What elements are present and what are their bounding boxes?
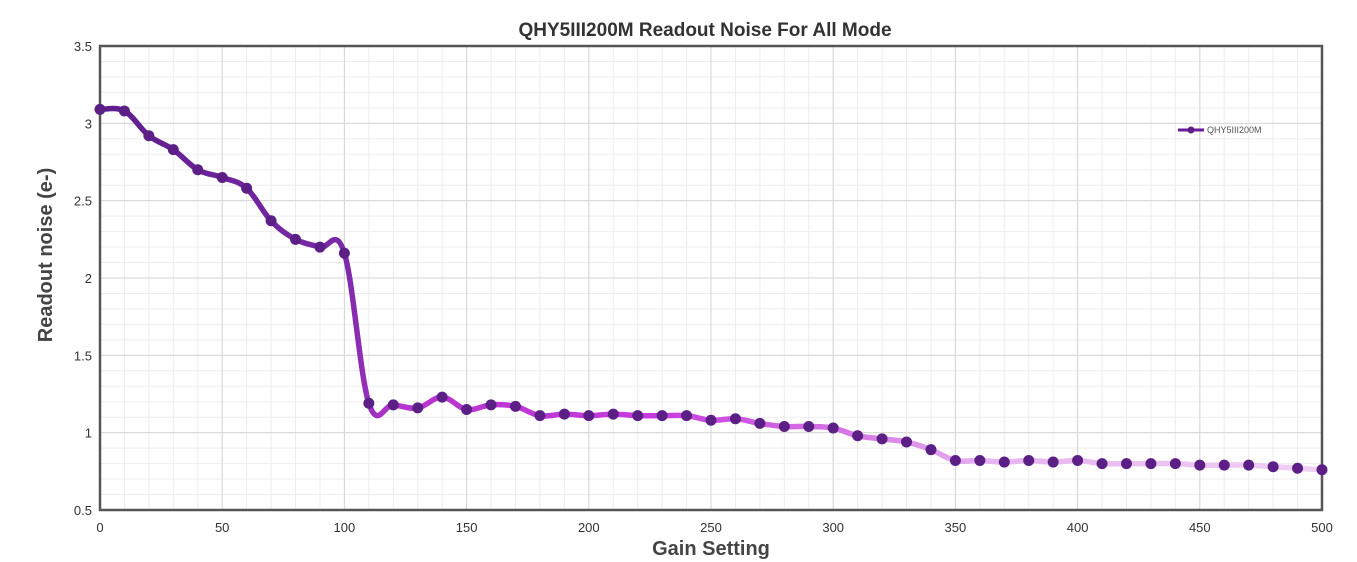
- x-tick-label: 150: [456, 520, 478, 535]
- data-point: [412, 402, 424, 414]
- data-point: [1120, 458, 1132, 470]
- data-point: [656, 410, 668, 422]
- x-tick-label: 400: [1067, 520, 1089, 535]
- y-tick-label: 3: [85, 116, 92, 131]
- data-point: [1072, 455, 1084, 467]
- data-point: [143, 130, 155, 142]
- y-tick-label: 0.5: [74, 503, 92, 518]
- data-point: [901, 436, 913, 448]
- y-axis-label: Readout noise (e-): [35, 168, 57, 342]
- y-tick-label: 2: [85, 271, 92, 286]
- x-tick-label: 200: [578, 520, 600, 535]
- data-point: [705, 414, 717, 426]
- y-tick-label: 1: [85, 426, 92, 441]
- y-axis-ticks: 0.5 1 1.5 2 2.5 3 3.5: [74, 39, 92, 518]
- x-tick-label: 500: [1311, 520, 1333, 535]
- x-tick-label: 100: [334, 520, 356, 535]
- data-point: [485, 399, 497, 411]
- x-axis-ticks: 0 50 100 150 200 250 300 350 400 450 500: [96, 520, 1332, 535]
- x-tick-label: 450: [1189, 520, 1211, 535]
- data-point: [974, 455, 986, 467]
- data-point: [729, 413, 741, 425]
- data-point: [1023, 455, 1035, 467]
- data-point: [118, 105, 130, 117]
- data-point: [827, 422, 839, 434]
- plot-frame: [98, 44, 1324, 512]
- data-point: [167, 144, 179, 156]
- data-point: [265, 215, 277, 227]
- y-tick-label: 3.5: [74, 39, 92, 54]
- data-point: [949, 455, 961, 467]
- major-grid: [99, 45, 1323, 511]
- data-point: [852, 430, 864, 442]
- x-tick-label: 50: [215, 520, 229, 535]
- data-point: [1218, 459, 1230, 471]
- data-point: [998, 456, 1010, 468]
- x-tick-label: 250: [700, 520, 722, 535]
- data-point: [192, 164, 204, 176]
- data-point: [290, 233, 302, 245]
- data-point: [803, 420, 815, 432]
- data-point: [509, 400, 521, 412]
- data-point: [94, 103, 106, 115]
- data-point: [876, 433, 888, 445]
- data-point: [1169, 458, 1181, 470]
- data-point: [632, 410, 644, 422]
- data-point: [534, 410, 546, 422]
- data-point: [338, 247, 350, 259]
- data-point: [1047, 456, 1059, 468]
- data-point: [778, 420, 790, 432]
- data-point: [925, 444, 937, 456]
- data-point: [583, 410, 595, 422]
- data-point: [1096, 458, 1108, 470]
- data-point: [681, 410, 693, 422]
- legend-marker: [1187, 126, 1195, 134]
- data-point: [1145, 458, 1157, 470]
- x-tick-label: 350: [945, 520, 967, 535]
- y-tick-label: 1.5: [74, 348, 92, 363]
- x-tick-label: 0: [96, 520, 103, 535]
- data-point: [1267, 461, 1279, 473]
- data-point: [1243, 459, 1255, 471]
- data-point: [1316, 464, 1328, 476]
- series-layer: [94, 103, 1328, 476]
- series-line: [97, 105, 1325, 473]
- data-point: [754, 417, 766, 429]
- x-tick-label: 300: [822, 520, 844, 535]
- y-tick-label: 2.5: [74, 194, 92, 209]
- data-point: [216, 171, 228, 183]
- data-point: [363, 397, 375, 409]
- data-point: [1292, 462, 1304, 474]
- x-axis-label: Gain Setting: [652, 538, 770, 560]
- legend-entry: QHY5III200M: [1207, 125, 1262, 135]
- data-point: [607, 408, 619, 420]
- data-point: [436, 391, 448, 403]
- legend: QHY5III200M: [1178, 125, 1262, 135]
- data-point: [241, 182, 253, 194]
- data-point: [1194, 459, 1206, 471]
- data-point: [314, 241, 326, 253]
- data-point: [387, 399, 399, 411]
- data-point: [558, 408, 570, 420]
- data-point: [461, 403, 473, 415]
- chart-title: QHY5III200M Readout Noise For All Mode: [518, 20, 891, 41]
